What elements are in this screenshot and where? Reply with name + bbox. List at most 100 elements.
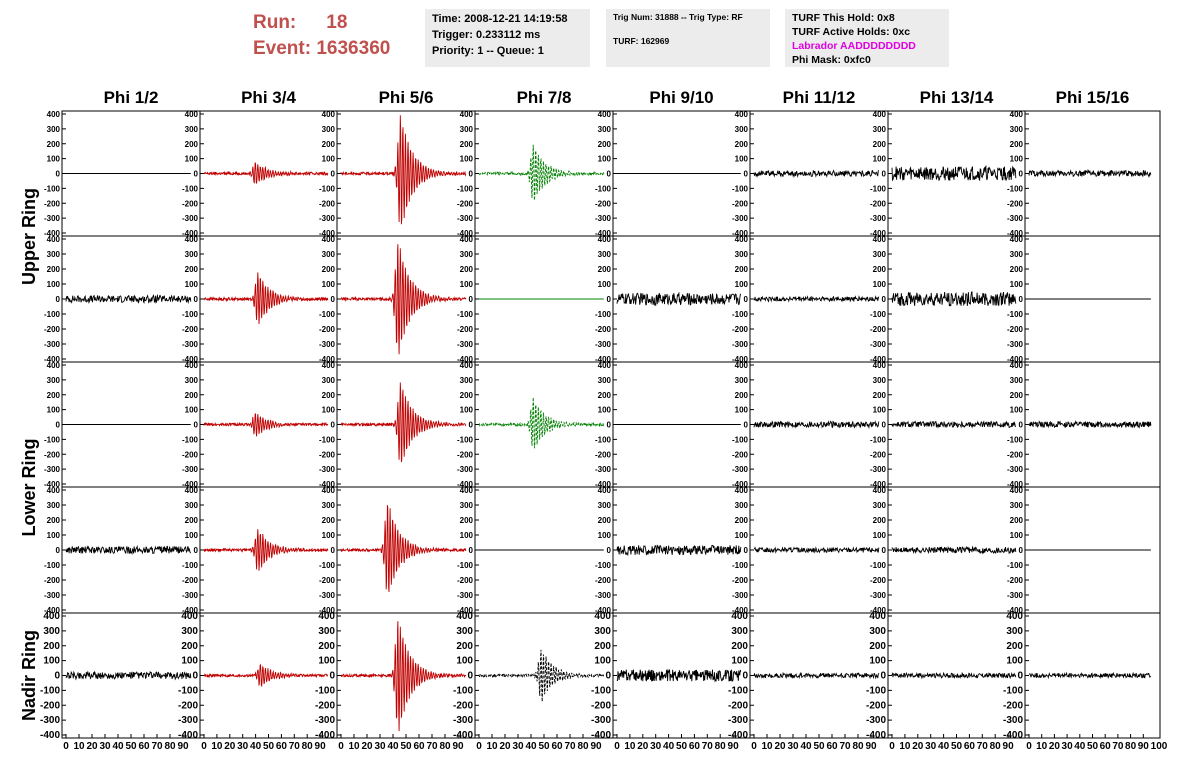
y-tick-label: 400 (460, 361, 474, 370)
y-tick-label: -400 (732, 480, 749, 489)
y-tick-label: 400 (731, 611, 748, 622)
y-tick-label: 100 (598, 155, 612, 164)
y-tick-label: -100 (182, 184, 199, 193)
y-tick-label: 400 (47, 361, 61, 370)
waveform-trace (203, 162, 329, 184)
row-label: Lower Ring (19, 439, 39, 537)
y-tick-label: 300 (456, 626, 473, 637)
y-tick-label: -200 (595, 450, 612, 459)
y-tick-label: -400 (595, 480, 612, 489)
y-tick-label: -100 (1007, 184, 1024, 193)
y-tick-label: 300 (735, 376, 749, 385)
y-tick-label: 400 (873, 361, 887, 370)
y-tick-label: -400 (457, 480, 474, 489)
y-tick-label: -400 (1007, 355, 1024, 364)
y-tick-label: 300 (598, 501, 612, 510)
y-tick-label: 400 (181, 611, 198, 622)
y-tick-label: -400 (319, 229, 336, 238)
y-tick-label: -400 (870, 355, 887, 364)
y-tick-label: -300 (870, 465, 887, 474)
y-tick-label: 400 (318, 611, 335, 622)
x-tick-label: 80 (990, 741, 1002, 752)
y-tick-label: -300 (870, 214, 887, 223)
y-tick-label: -300 (870, 591, 887, 600)
y-tick-label: 300 (873, 125, 887, 134)
time-info-box: Time: 2008-12-21 14:19:58 Trigger: 0.233… (425, 9, 590, 67)
y-tick-label: -300 (315, 715, 335, 726)
y-tick-label: -300 (1007, 591, 1024, 600)
x-tick-label: 40 (800, 741, 812, 752)
x-tick-label: 40 (938, 741, 950, 752)
x-tick-label: 10 (73, 741, 85, 752)
x-tick-label: 10 (486, 741, 498, 752)
y-tick-label: 300 (735, 250, 749, 259)
y-tick-label: 200 (598, 391, 612, 400)
y-tick-label: 100 (460, 531, 474, 540)
y-tick-label: -300 (44, 340, 61, 349)
y-tick-label: -300 (595, 465, 612, 474)
y-tick-label: 200 (873, 391, 887, 400)
x-tick-label: 30 (787, 741, 799, 752)
y-tick-label: 300 (1010, 376, 1024, 385)
y-tick-label: -300 (1007, 214, 1024, 223)
y-tick-label: 400 (185, 235, 199, 244)
y-tick-label: 200 (1006, 641, 1023, 652)
trig-num-text: Trig Num: 31888 -- Trig Type: RF (613, 12, 743, 22)
y-tick-label: 100 (1010, 280, 1024, 289)
x-tick-label: 0 (1026, 741, 1032, 752)
column-header: Phi 11/12 (783, 88, 856, 107)
y-tick-label: -100 (595, 310, 612, 319)
x-tick-label: 30 (925, 741, 937, 752)
y-tick-label: -100 (44, 310, 61, 319)
waveform-trace (340, 115, 467, 225)
y-tick-label: 300 (47, 376, 61, 385)
y-tick-label: -200 (315, 700, 335, 711)
y-tick-label: -100 (595, 561, 612, 570)
y-tick-label: -200 (44, 576, 61, 585)
y-tick-label: 200 (1010, 516, 1024, 525)
x-tick-label: 50 (1087, 741, 1099, 752)
waveform-trace (1028, 419, 1152, 429)
waveform-trace (65, 670, 192, 681)
y-tick-label: 300 (47, 250, 61, 259)
y-tick-label: 400 (598, 486, 612, 495)
y-tick-label: 0 (56, 170, 61, 179)
y-tick-label: 0 (1017, 671, 1023, 682)
y-tick-label: -100 (728, 685, 748, 696)
y-tick-label: 0 (331, 295, 336, 304)
x-tick-label: 20 (499, 741, 511, 752)
y-tick-label: 0 (469, 546, 474, 555)
y-tick-label: 0 (194, 546, 199, 555)
x-tick-label: 30 (99, 741, 111, 752)
x-tick-label: 40 (250, 741, 262, 752)
y-tick-label: -400 (595, 355, 612, 364)
y-tick-label: 400 (594, 611, 611, 622)
y-tick-label: 100 (43, 656, 60, 667)
waveform-trace (753, 169, 879, 179)
x-tick-label: 60 (413, 741, 425, 752)
y-tick-label: 0 (744, 295, 749, 304)
y-tick-label: 0 (742, 671, 748, 682)
y-tick-label: 100 (460, 155, 474, 164)
y-tick-label: 400 (735, 486, 749, 495)
y-tick-label: 400 (735, 235, 749, 244)
y-tick-label: -300 (595, 214, 612, 223)
turf-text: TURF: 162969 (613, 36, 670, 46)
y-tick-label: -200 (44, 199, 61, 208)
y-tick-label: 200 (322, 265, 336, 274)
column-header: Phi 9/10 (649, 88, 713, 107)
y-tick-label: 300 (1010, 125, 1024, 134)
y-tick-label: -200 (319, 199, 336, 208)
y-tick-label: -400 (44, 480, 61, 489)
x-tick-label: 70 (426, 741, 438, 752)
y-tick-label: -400 (40, 730, 60, 741)
y-tick-label: 300 (185, 125, 199, 134)
y-tick-label: 200 (869, 641, 886, 652)
waveform-trace (65, 545, 191, 556)
y-tick-label: -300 (457, 340, 474, 349)
y-tick-label: 100 (873, 280, 887, 289)
x-tick-label: 40 (387, 741, 399, 752)
waveform-trace (753, 420, 880, 429)
y-tick-label: 300 (43, 626, 60, 637)
y-tick-label: -400 (182, 606, 199, 615)
